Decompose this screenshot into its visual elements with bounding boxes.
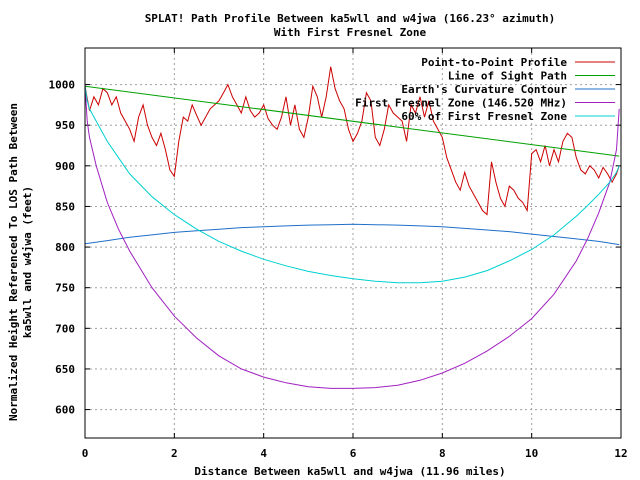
x-tick-label: 4 [260,447,267,460]
legend-label-4: First Fresnel Zone (146.520 MHz) [355,97,567,110]
x-tick-label: 10 [525,447,538,460]
series-line-4 [84,84,620,389]
grid [84,48,622,438]
y-tick-label: 650 [55,363,75,376]
y-tick-label: 1000 [49,79,76,92]
series-line-2 [84,85,620,157]
y-tick-label: 850 [55,200,75,213]
legend-label-2: Line of Sight Path [448,70,567,83]
series-line-3 [84,223,620,246]
y-tick-label: 950 [55,119,75,132]
chart-subtitle: With First Fresnel Zone [274,26,427,39]
y-tick-label: 800 [55,241,75,254]
y-tick-label: 750 [55,282,75,295]
plot-frame [84,47,622,439]
chart-title: SPLAT! Path Profile Between ka5wll and w… [145,12,556,25]
x-tick-label: 0 [82,447,89,460]
x-tick-label: 8 [439,447,446,460]
legend-label-1: Point-to-Point Profile [421,56,567,69]
x-tick-label: 12 [614,447,627,460]
plot-area [84,66,620,389]
legend-label-5: 60% of First Fresnel Zone [401,110,567,123]
y-axis-label-line1: Normalized Height Referenced To LOS Path… [7,103,20,421]
x-tick-label: 6 [350,447,357,460]
y-tick-label: 700 [55,322,75,335]
series-line-5 [84,86,620,284]
legend-label-3: Earth's Curvature Contour [401,83,567,96]
y-axis-label-line2: ka5wll and w4jwa (feet) [21,186,34,338]
y-tick-label: 600 [55,404,75,417]
x-axis-label: Distance Between ka5wll and w4jwa (11.96… [194,465,505,478]
series-line-1 [84,66,620,216]
y-tick-label: 900 [55,160,75,173]
x-tick-label: 2 [171,447,178,460]
axes: 0 2 4 6 8 10 12 600 650 700 750 800 850 900 950 1000 [49,48,628,460]
